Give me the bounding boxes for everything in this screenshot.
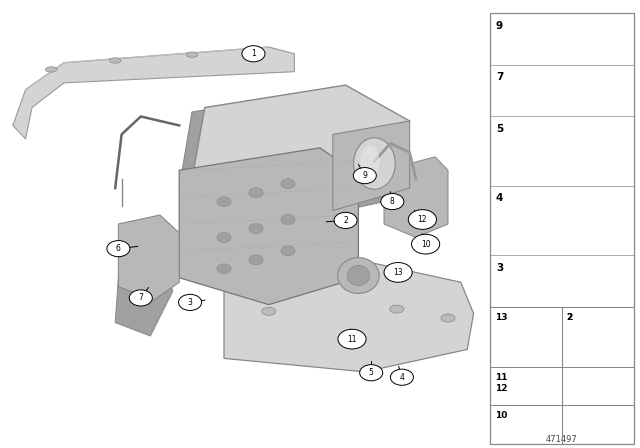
Text: 9: 9 <box>496 21 503 30</box>
Text: 5: 5 <box>369 368 374 377</box>
Circle shape <box>217 264 231 274</box>
Text: 7: 7 <box>138 293 143 302</box>
FancyBboxPatch shape <box>601 323 606 360</box>
Circle shape <box>338 329 366 349</box>
Polygon shape <box>564 129 582 139</box>
Polygon shape <box>524 413 539 421</box>
Polygon shape <box>179 148 358 305</box>
Text: 13: 13 <box>495 313 508 322</box>
Circle shape <box>249 188 263 198</box>
FancyBboxPatch shape <box>571 212 576 236</box>
Circle shape <box>217 233 231 242</box>
Polygon shape <box>13 47 294 139</box>
Text: 7: 7 <box>496 72 504 82</box>
Circle shape <box>242 46 265 62</box>
FancyBboxPatch shape <box>562 405 634 444</box>
Circle shape <box>179 294 202 310</box>
Circle shape <box>281 179 295 189</box>
Text: 1: 1 <box>251 49 256 58</box>
Circle shape <box>217 197 231 207</box>
Polygon shape <box>594 312 612 322</box>
FancyBboxPatch shape <box>490 13 634 65</box>
Ellipse shape <box>45 67 57 72</box>
Ellipse shape <box>353 138 396 189</box>
FancyBboxPatch shape <box>571 140 576 171</box>
Circle shape <box>281 246 295 256</box>
Ellipse shape <box>360 146 380 177</box>
Polygon shape <box>565 32 581 42</box>
Polygon shape <box>224 260 474 372</box>
Text: 2: 2 <box>567 313 573 322</box>
Text: 10: 10 <box>420 240 431 249</box>
Text: 4: 4 <box>496 193 504 203</box>
Polygon shape <box>384 157 448 237</box>
Polygon shape <box>564 273 582 284</box>
Ellipse shape <box>559 283 588 289</box>
Polygon shape <box>582 419 625 432</box>
Text: 10: 10 <box>495 411 507 420</box>
Text: 4: 4 <box>399 373 404 382</box>
Polygon shape <box>115 269 173 336</box>
Circle shape <box>353 168 376 184</box>
Polygon shape <box>559 81 587 103</box>
FancyBboxPatch shape <box>490 65 634 116</box>
Ellipse shape <box>262 307 276 315</box>
Polygon shape <box>192 85 410 215</box>
Text: 11: 11 <box>348 335 356 344</box>
Circle shape <box>390 369 413 385</box>
Ellipse shape <box>561 41 586 46</box>
Polygon shape <box>564 203 582 213</box>
Circle shape <box>281 215 295 224</box>
FancyBboxPatch shape <box>490 405 562 444</box>
Polygon shape <box>333 121 410 211</box>
Text: 6: 6 <box>116 244 121 253</box>
Text: 2: 2 <box>567 313 573 322</box>
Text: 5: 5 <box>496 124 503 134</box>
Ellipse shape <box>441 314 455 322</box>
Circle shape <box>408 210 436 229</box>
Ellipse shape <box>186 52 198 57</box>
Circle shape <box>334 212 357 228</box>
Circle shape <box>129 290 152 306</box>
Circle shape <box>360 365 383 381</box>
FancyBboxPatch shape <box>490 255 634 307</box>
Circle shape <box>107 241 130 257</box>
Circle shape <box>568 88 579 95</box>
FancyBboxPatch shape <box>490 307 562 367</box>
FancyBboxPatch shape <box>490 186 634 255</box>
Circle shape <box>249 255 263 265</box>
Text: 8: 8 <box>390 197 395 206</box>
FancyBboxPatch shape <box>529 319 534 358</box>
Circle shape <box>249 224 263 233</box>
Ellipse shape <box>564 210 582 213</box>
Text: 471497: 471497 <box>546 435 577 444</box>
FancyBboxPatch shape <box>490 367 562 405</box>
Ellipse shape <box>564 136 582 139</box>
FancyBboxPatch shape <box>529 376 534 399</box>
FancyBboxPatch shape <box>490 116 634 186</box>
Text: 9: 9 <box>362 171 367 180</box>
Polygon shape <box>179 90 397 224</box>
Circle shape <box>384 263 412 282</box>
Ellipse shape <box>348 265 370 286</box>
FancyBboxPatch shape <box>562 307 634 367</box>
Circle shape <box>381 194 404 210</box>
Circle shape <box>412 234 440 254</box>
Polygon shape <box>118 215 179 300</box>
Text: 11
12: 11 12 <box>495 373 508 392</box>
Text: 3: 3 <box>188 298 193 307</box>
Text: 2: 2 <box>343 216 348 225</box>
Text: 13: 13 <box>393 268 403 277</box>
Ellipse shape <box>109 58 121 63</box>
Ellipse shape <box>390 305 404 313</box>
Text: 3: 3 <box>496 263 503 272</box>
Ellipse shape <box>595 318 612 321</box>
Polygon shape <box>582 430 608 436</box>
Ellipse shape <box>525 418 538 420</box>
Text: 12: 12 <box>418 215 427 224</box>
Ellipse shape <box>338 258 380 293</box>
FancyBboxPatch shape <box>562 367 634 405</box>
FancyBboxPatch shape <box>529 419 534 434</box>
